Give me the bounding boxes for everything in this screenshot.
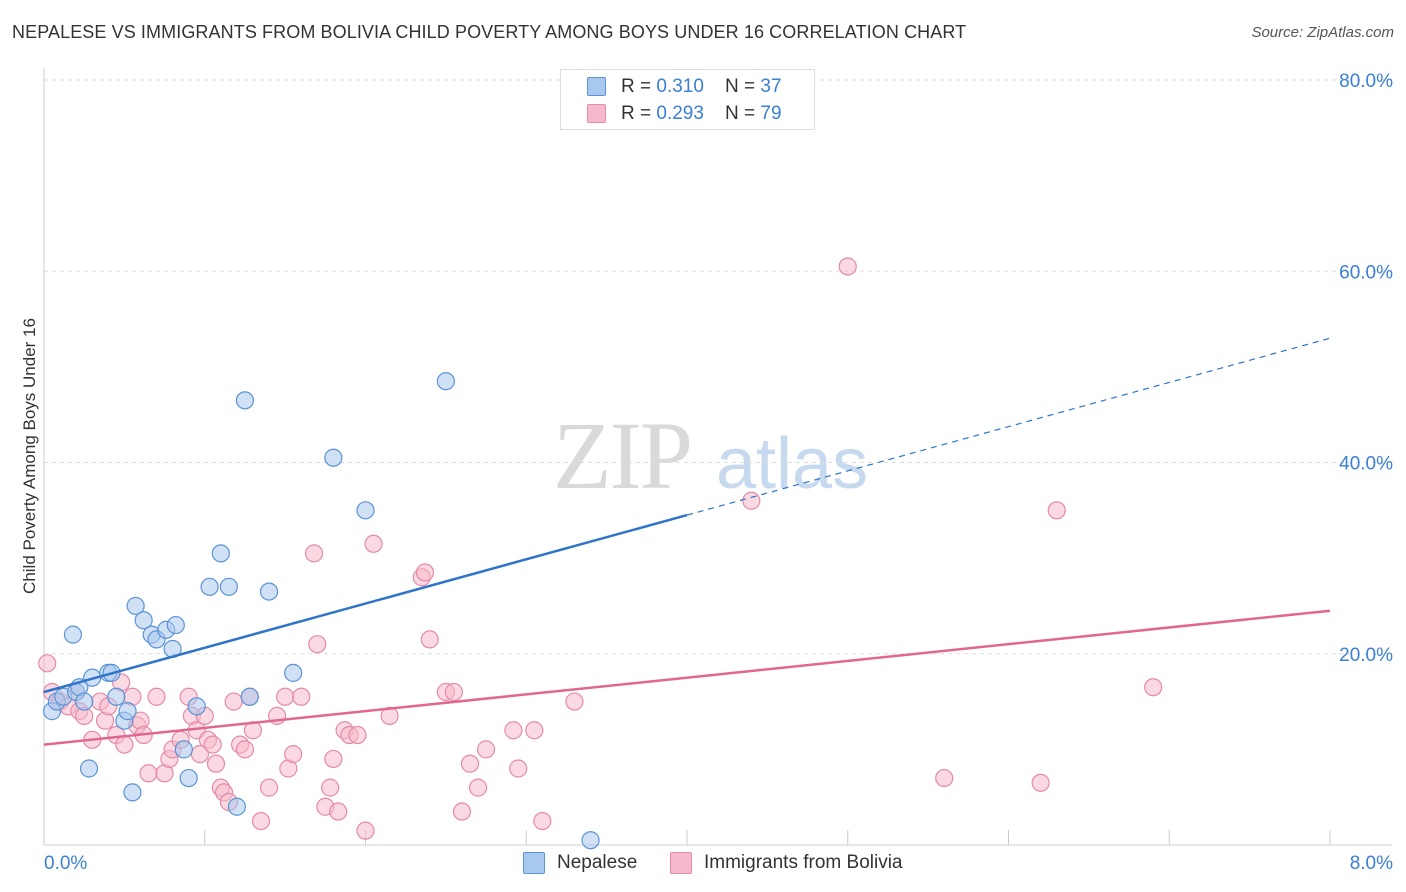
nepalese-point [436,372,455,391]
n-value-bolivia: 79 [760,103,782,124]
nepalese-point [581,831,600,850]
legend-swatch-bolivia [670,852,692,874]
nepalese-point [200,577,219,596]
trend-lines [43,337,1331,746]
nepalese-point [259,582,279,601]
nepalese-point [235,391,255,410]
legend-text-bolivia: R = 0.293 N = 79 [621,103,782,124]
bolivia-point [147,687,166,706]
bolivia-point [259,778,279,797]
bolivia-point [139,764,158,783]
nepalese-point [75,692,94,711]
bolivia-point [251,811,271,831]
r-value-nepalese: 0.310 [656,76,704,97]
bolivia-point [276,687,295,706]
bolivia-point [525,721,544,740]
bolivia-point [533,811,552,831]
watermark: ZIP atlas [553,402,868,509]
y-tick-label: 80.0% [1339,71,1393,92]
bolivia-point [308,635,327,654]
x-tick-label: 0.0% [44,853,87,874]
watermark-zip: ZIP [553,402,691,509]
bolivia-point [509,759,528,778]
tick-labels: 20.0% 40.0% 60.0% 80.0% 0.0% 8.0% [44,71,1393,874]
nepalese-point [123,783,142,802]
bolivia-point [420,630,439,649]
bolivia-point [838,257,857,276]
nepalese-point [284,663,303,682]
nepalese-point [126,596,145,616]
bolivia-point [224,692,243,711]
bolivia-point [1031,773,1050,792]
bolivia-point [468,778,488,797]
gridlines [44,79,1392,655]
bolivia-point [304,544,324,563]
bolivia-point [321,778,340,797]
legend-label-nepalese: Nepalese [557,852,638,873]
bolivia-point [415,563,435,582]
bolivia-trend-line [43,609,1331,746]
bolivia-point [452,802,472,821]
bolivia-point [565,692,584,711]
nepalese-point [79,759,99,778]
nepalese-points [42,372,600,850]
bolivia-point [203,735,222,754]
x-tick-label: 8.0% [1350,853,1393,874]
legend-swatch-blue [587,77,606,96]
nepalese-point [324,448,343,467]
watermark-atlas: atlas [716,424,868,504]
y-tick-label: 60.0% [1339,262,1393,283]
nepalese-point [107,687,126,706]
bolivia-point [444,682,464,702]
bolivia-point [115,735,134,754]
nepalese-point [211,544,230,563]
bolivia-point [324,749,343,769]
legend-swatch-pink [587,104,606,123]
bolivia-point [935,768,954,788]
bolivia-point [38,654,57,673]
nepalese-point [134,611,153,630]
bolivia-point [742,491,761,510]
legend-text-nepalese: R = 0.310 N = 37 [621,76,782,97]
bolivia-point [476,740,496,759]
nepalese-trend-extension [686,337,1331,516]
bolivia-point [364,534,383,553]
nepalese-point [219,577,238,596]
n-value-nepalese: 37 [760,76,782,97]
bolivia-point [292,687,311,706]
nepalese-point [166,615,185,635]
nepalese-point [187,697,206,716]
source-credit: Source: ZipAtlas.com [1251,24,1394,41]
bolivia-point [356,821,375,840]
nepalese-point [356,501,375,520]
chart-title: NEPALESE VS IMMIGRANTS FROM BOLIVIA CHIL… [12,22,967,42]
nepalese-point [240,687,259,706]
nepalese-point [227,797,246,816]
correlation-legend: R = 0.310 N = 37 R = 0.293 N = 79 [560,69,815,130]
nepalese-point [63,625,83,644]
bolivia-point [1047,501,1066,520]
bolivia-point [206,754,226,773]
nepalese-point [179,768,198,788]
bolivia-point [460,754,480,773]
bolivia-point [284,745,303,764]
legend-label-bolivia: Immigrants from Bolivia [704,852,903,873]
bolivia-point [504,721,523,740]
bolivia-point [1144,678,1163,697]
nepalese-trend-line [43,513,688,694]
y-tick-label: 40.0% [1339,454,1393,475]
r-value-bolivia: 0.293 [656,103,704,124]
bolivia-point [235,740,255,759]
nepalese-point [118,702,137,721]
y-tick-label: 20.0% [1339,645,1393,666]
bolivia-point [348,725,367,745]
nepalese-point [174,740,193,759]
bolivia-point [329,802,348,821]
bolivia-points [38,257,1163,840]
axes [43,68,1392,846]
legend-swatch-nepalese [523,852,545,874]
